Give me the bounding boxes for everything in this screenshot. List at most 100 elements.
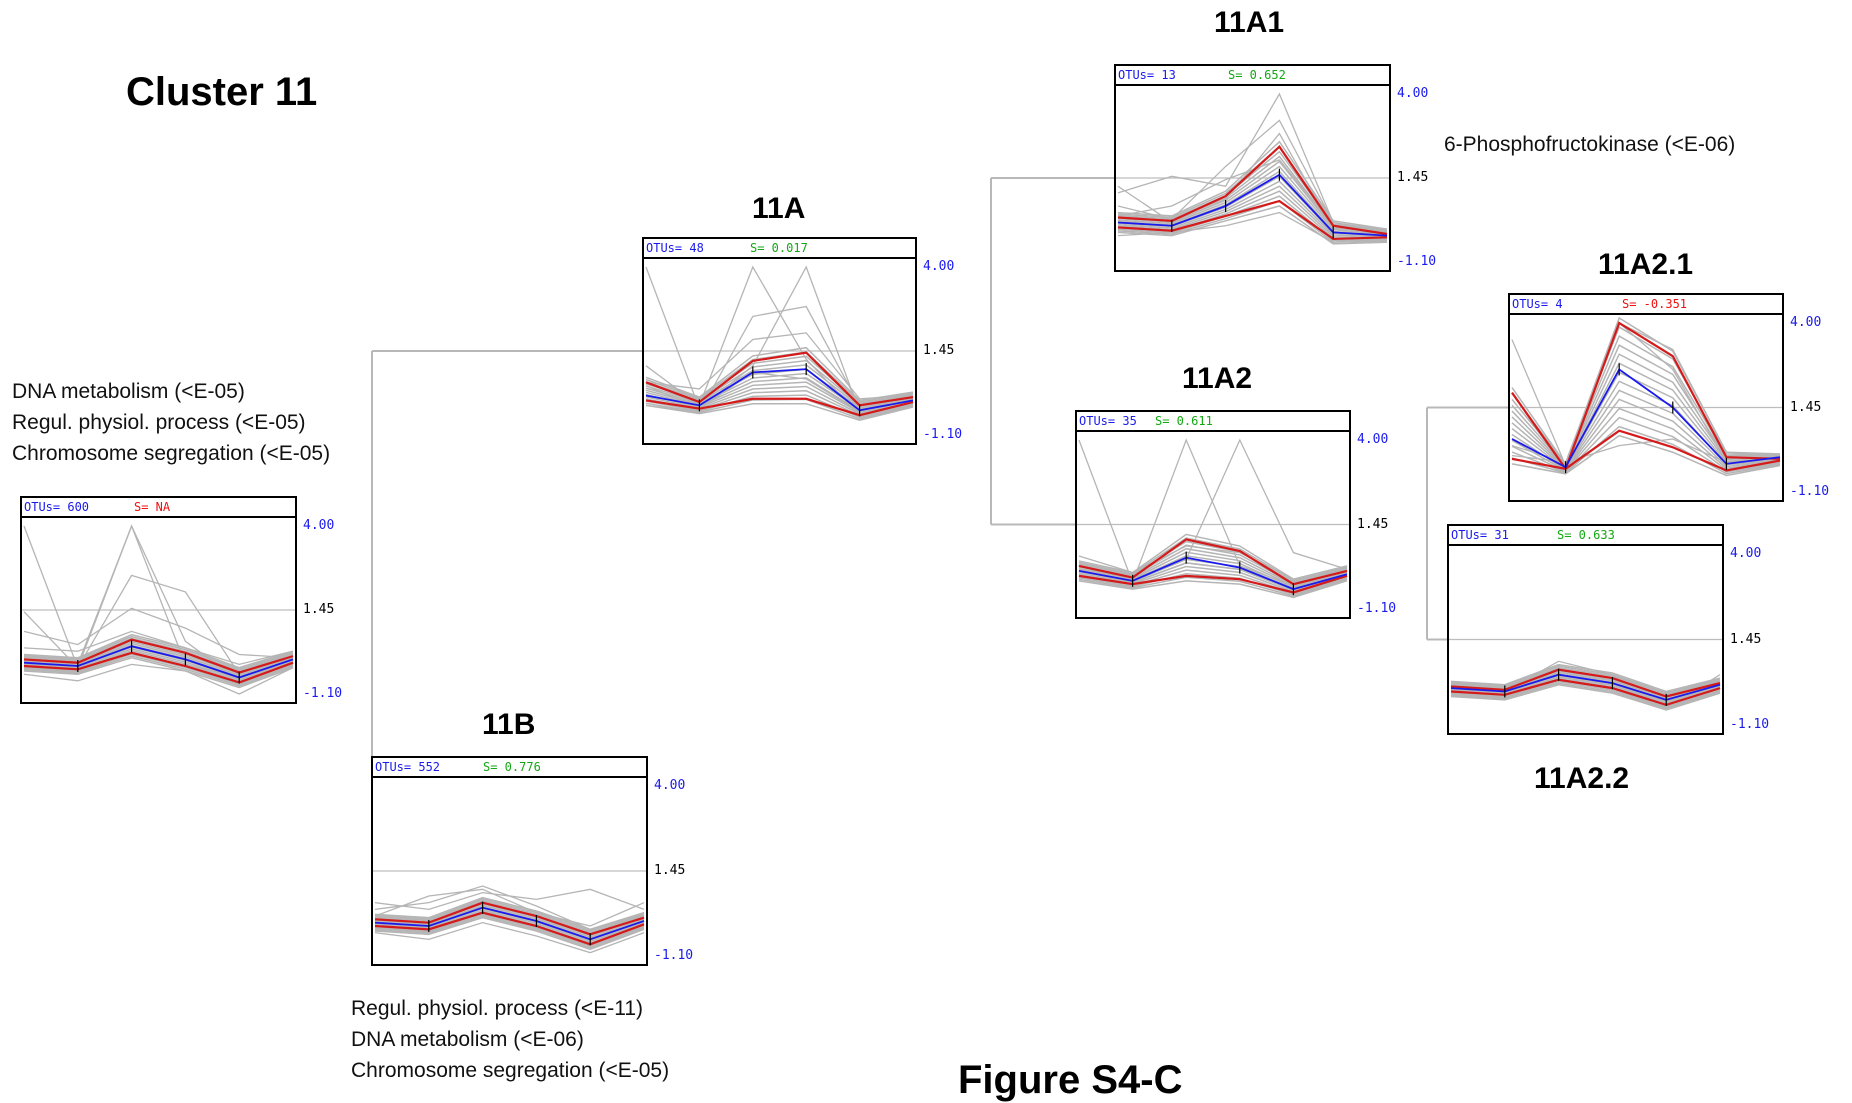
quartile-line-upper bbox=[374, 901, 645, 936]
gray-profile-line bbox=[645, 368, 914, 409]
gray-profile-line bbox=[1511, 398, 1781, 472]
otu-count: OTUs= 48 bbox=[646, 241, 704, 255]
gray-profile-line bbox=[1511, 416, 1781, 474]
quartile-line-lower bbox=[23, 651, 294, 684]
quartile-line-upper bbox=[23, 638, 294, 674]
quartile-line-lower bbox=[1078, 574, 1348, 594]
y-tick-label: 4.00 bbox=[1397, 86, 1429, 101]
gray-profile-line bbox=[374, 921, 645, 954]
gray-profile-line bbox=[23, 637, 294, 672]
11B-annotation-2: DNA metabolism (<E-06) bbox=[351, 1028, 584, 1051]
title-11A: 11A bbox=[752, 192, 806, 225]
y-tick-label: 4.00 bbox=[654, 778, 686, 793]
quartile-line-lower bbox=[1511, 429, 1781, 472]
gray-profile-line bbox=[23, 656, 294, 689]
profile-panel-root: OTUs= 600 S= NA bbox=[20, 496, 297, 704]
profile-panel-11A1: OTUs= 13 S= 0.652 bbox=[1114, 64, 1391, 272]
median-line bbox=[1450, 673, 1721, 701]
gray-profile-line bbox=[374, 898, 645, 932]
title-11A2-2: 11A2.2 bbox=[1534, 762, 1630, 795]
profile-plot-svg bbox=[1449, 638, 1722, 711]
gray-profile-band bbox=[1511, 316, 1781, 477]
profile-panel-11A2-1: OTUs= 4 S= -0.351 bbox=[1508, 293, 1784, 502]
profile-plot-svg bbox=[373, 870, 646, 954]
median-line bbox=[374, 906, 645, 941]
profile-plot bbox=[644, 259, 915, 443]
11B-annotation-3: Chromosome segregation (<E-05) bbox=[351, 1059, 670, 1082]
quartile-line-lower bbox=[1450, 678, 1721, 707]
profile-plot-svg bbox=[22, 524, 295, 695]
11A1-annotation: 6-Phosphofructokinase (<E-06) bbox=[1444, 133, 1736, 156]
silhouette-score: S= 0.652 bbox=[1228, 68, 1286, 82]
y-tick-label: -1.10 bbox=[1730, 717, 1770, 732]
y-tick-label: 4.00 bbox=[1790, 315, 1822, 330]
gray-profile-line bbox=[1117, 185, 1388, 239]
gray-profile-line bbox=[1078, 576, 1348, 597]
profile-plot bbox=[22, 518, 295, 702]
y-tick-label: 4.00 bbox=[303, 518, 335, 533]
y-tick-label: 1.45 bbox=[923, 343, 955, 358]
y-tick-label: 1.45 bbox=[1397, 170, 1429, 185]
panel-header: OTUs= 35 S= 0.611 bbox=[1077, 412, 1349, 432]
gray-profile-line bbox=[1511, 389, 1781, 471]
gray-profile-line bbox=[1511, 325, 1781, 467]
gray-profile-line bbox=[374, 909, 645, 943]
gray-profile-line bbox=[23, 655, 294, 687]
median-line bbox=[1511, 368, 1781, 469]
gray-profile-line bbox=[1117, 150, 1388, 232]
title-11B: 11B bbox=[482, 708, 536, 741]
y-tick-label: 1.45 bbox=[1357, 516, 1389, 532]
branch-11A2 bbox=[1426, 406, 1508, 641]
gray-profile-line bbox=[645, 265, 914, 413]
otu-count: OTUs= 600 bbox=[24, 500, 90, 514]
profile-panel-11B: OTUs= 552 S= 0.776 bbox=[371, 756, 648, 966]
gray-profile-line bbox=[1511, 434, 1781, 477]
panel-header: OTUs= 31 S= 0.633 bbox=[1449, 526, 1722, 546]
median-line bbox=[1078, 556, 1348, 591]
11B-annotation-1: Regul. physiol. process (<E-11) bbox=[351, 997, 643, 1020]
panel-header: OTUs= 600 S= NA bbox=[22, 498, 295, 518]
otu-count: OTUs= 31 bbox=[1451, 528, 1509, 542]
title-11A1: 11A1 bbox=[1214, 6, 1285, 39]
gray-profile-line bbox=[1450, 663, 1721, 693]
gray-profile-line bbox=[645, 266, 914, 413]
quartile-line-lower bbox=[1117, 199, 1388, 241]
profile-plot-svg bbox=[644, 265, 915, 421]
median-line bbox=[23, 645, 294, 679]
gray-profile-line bbox=[1117, 132, 1388, 237]
gray-profile-line bbox=[1450, 682, 1721, 710]
otu-count: OTUs= 13 bbox=[1118, 68, 1176, 82]
silhouette-score: S= 0.776 bbox=[483, 760, 541, 774]
y-tick-label: 1.45 bbox=[303, 602, 335, 617]
y-tick-label: 4.00 bbox=[1730, 546, 1762, 561]
gray-profile-line bbox=[1078, 572, 1348, 596]
cluster-title: Cluster 11 bbox=[126, 70, 318, 114]
y-tick-label: -1.10 bbox=[1397, 254, 1437, 269]
profile-panel-11A2: OTUs= 35 S= 0.611 bbox=[1075, 410, 1351, 619]
gray-profile-line bbox=[1078, 580, 1348, 599]
gray-profile-line bbox=[1078, 545, 1348, 580]
gray-profile-band bbox=[1450, 660, 1721, 711]
profile-plot bbox=[373, 778, 646, 964]
panel-header: OTUs= 48 S= 0.017 bbox=[644, 239, 915, 259]
branch-11A bbox=[990, 177, 1114, 526]
gray-profile-line bbox=[23, 633, 294, 669]
otu-count: OTUs= 4 bbox=[1512, 297, 1563, 311]
gray-profile-line bbox=[1117, 195, 1388, 242]
y-tick-label: 1.45 bbox=[1790, 399, 1822, 415]
otu-count: OTUs= 552 bbox=[375, 760, 441, 774]
gray-profile-line bbox=[645, 394, 914, 418]
quartile-line-upper bbox=[1117, 145, 1388, 236]
title-11A2: 11A2 bbox=[1182, 362, 1253, 395]
gray-profile-line bbox=[23, 630, 294, 666]
gray-profile-line bbox=[23, 663, 294, 695]
gray-profile-line bbox=[374, 904, 645, 938]
gray-profile-line bbox=[1117, 160, 1388, 234]
gray-profile-line bbox=[1511, 425, 1781, 475]
gray-profile-line bbox=[645, 346, 914, 402]
root-annotation-1: DNA metabolism (<E-05) bbox=[12, 380, 245, 403]
gray-profile-line bbox=[1450, 683, 1721, 711]
y-tick-label: 1.45 bbox=[1730, 631, 1762, 647]
figure-title: Figure S4-C bbox=[958, 1058, 1183, 1102]
y-tick-label: -1.10 bbox=[1790, 484, 1830, 499]
